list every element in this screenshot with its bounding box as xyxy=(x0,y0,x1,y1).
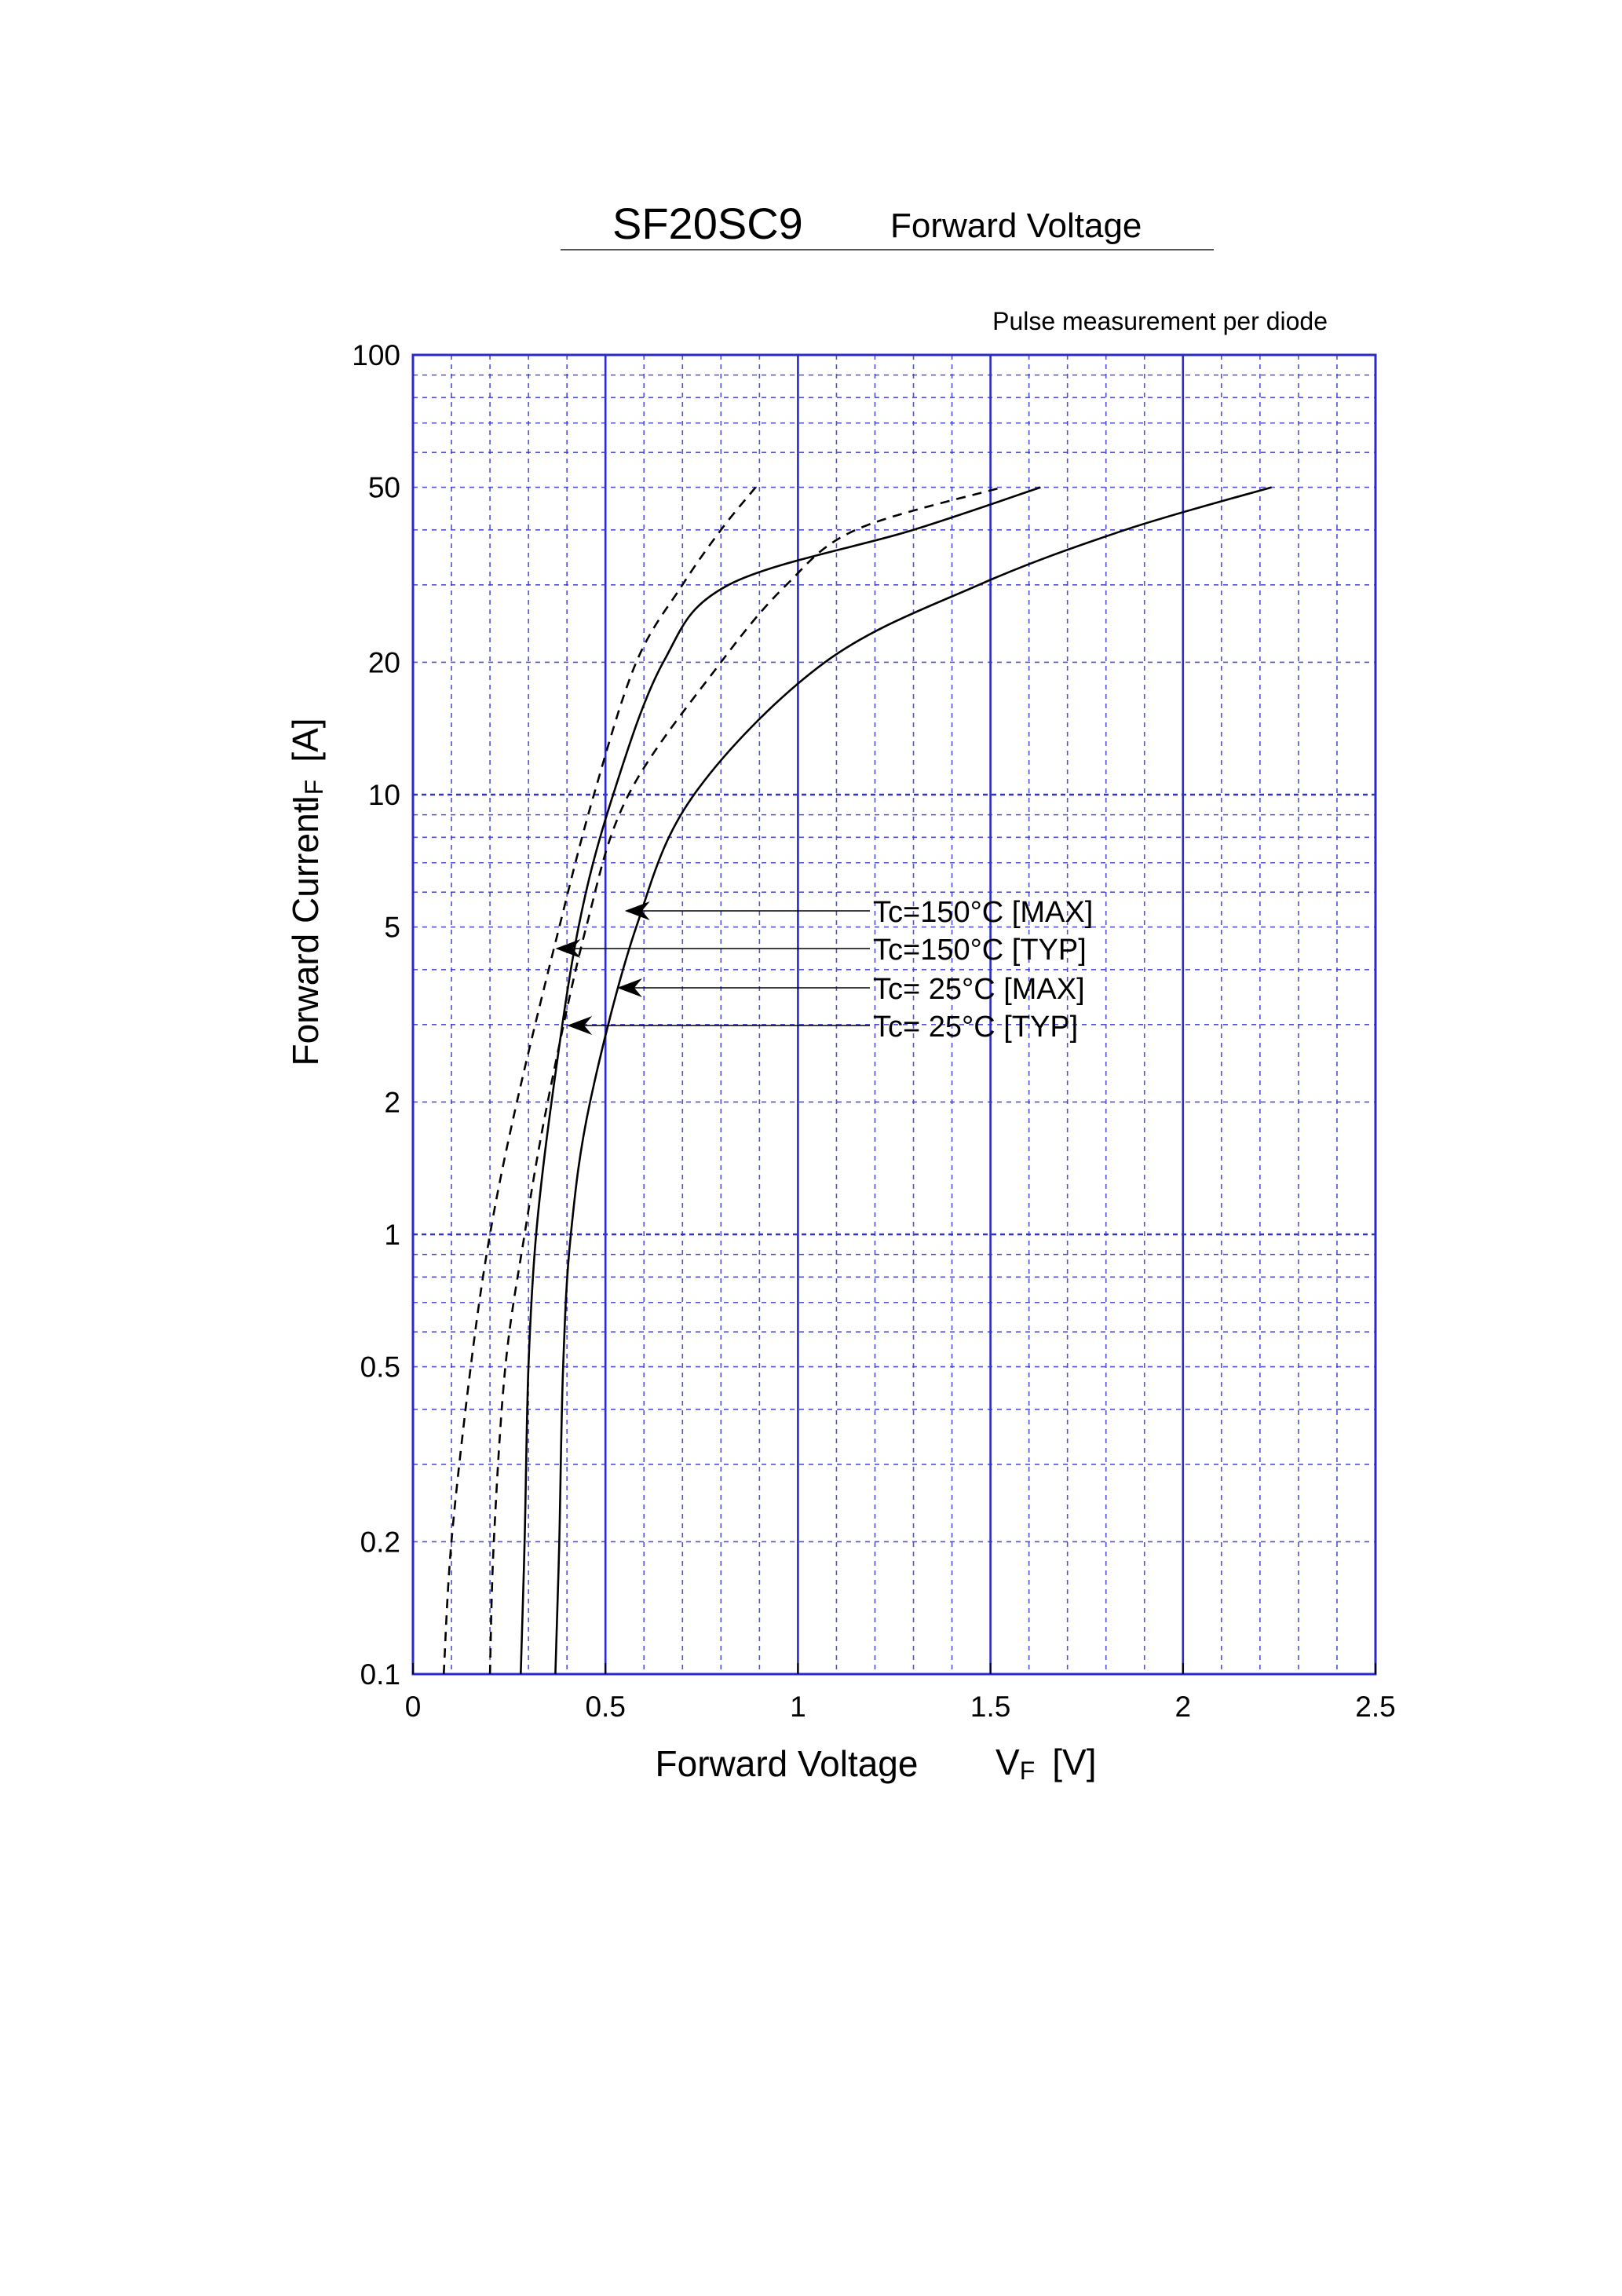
y-tick-label: 50 xyxy=(368,472,400,504)
y-tick-label: 0.1 xyxy=(360,1658,400,1691)
y-tick-label: 1 xyxy=(384,1219,400,1251)
curves xyxy=(442,486,1272,1675)
grid xyxy=(411,353,1377,1676)
annotation-label: Tc=150°C [TYP] xyxy=(873,934,1087,967)
series-line-2 xyxy=(442,486,757,1675)
y-axis-symbol-sub: F xyxy=(300,780,328,795)
annotation-label: Tc= 25°C [MAX] xyxy=(873,973,1085,1006)
annotation-arrowhead xyxy=(624,901,650,920)
x-tick-label: 1.5 xyxy=(970,1691,1010,1723)
tick-labels: 0 0.5 1 1.5 2 2.5 0.1 0.2 0.5 1 2 5 10 20 50 100 xyxy=(352,339,1395,1723)
y-tick-label: 0.2 xyxy=(360,1526,400,1558)
annotation-arrowhead xyxy=(616,978,642,997)
plot-frame xyxy=(411,353,1377,1676)
x-axis-label: Forward Voltage xyxy=(656,1743,919,1784)
x-tick-label: 1 xyxy=(790,1691,806,1723)
x-axis-unit: [V] xyxy=(1052,1742,1096,1782)
series-line-3 xyxy=(554,486,1272,1675)
annotation-label: Tc=150°C [MAX] xyxy=(873,896,1093,929)
y-axis-unit: [A] xyxy=(285,718,326,762)
x-tick-label: 2 xyxy=(1175,1691,1192,1723)
y-axis-label-group: Forward Current xyxy=(285,803,326,1066)
chart-title-part-number: SF20SC9 xyxy=(612,199,803,248)
measurement-note: Pulse measurement per diode xyxy=(992,307,1328,335)
annotation-arrowhead xyxy=(555,939,581,958)
x-tick-label: 0 xyxy=(405,1691,422,1723)
y-tick-label: 2 xyxy=(384,1086,400,1118)
x-axis-symbol-sub: F xyxy=(1020,1757,1036,1785)
y-tick-label: 5 xyxy=(384,912,400,944)
y-axis-label: Forward Current xyxy=(285,803,326,1066)
annotation-label: Tc= 25°C [TYP] xyxy=(873,1011,1078,1044)
chart-title-subject: Forward Voltage xyxy=(890,207,1142,245)
y-tick-label: 20 xyxy=(368,646,400,678)
y-tick-label: 100 xyxy=(352,339,400,371)
y-axis-symbol-main: I xyxy=(285,795,326,805)
x-axis-symbol-main: V xyxy=(995,1742,1020,1782)
annotations: Tc=150°C [MAX] Tc=150°C [TYP] Tc= 25°C [MA… xyxy=(555,896,1093,1044)
x-tick-label: 2.5 xyxy=(1355,1691,1395,1723)
x-tick-label: 0.5 xyxy=(585,1691,625,1723)
y-tick-label: 0.5 xyxy=(360,1351,400,1384)
series-line-1 xyxy=(520,486,1041,1675)
annotation-arrowhead xyxy=(567,1016,593,1035)
x-axis-symbol: VF [V] xyxy=(995,1742,1096,1785)
y-axis-symbol-group: IF [A] xyxy=(285,718,328,805)
series-line-4 xyxy=(488,486,1003,1675)
y-tick-label: 10 xyxy=(368,779,400,811)
y-axis-symbol: IF [A] xyxy=(285,718,328,805)
